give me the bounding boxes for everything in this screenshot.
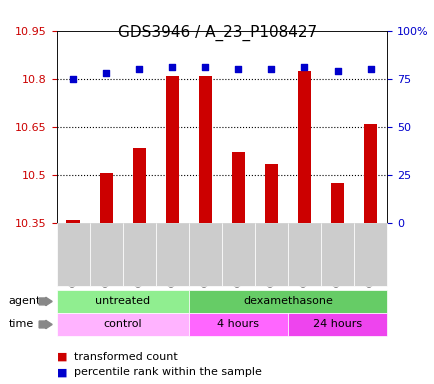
Text: ■: ■: [56, 367, 67, 377]
Point: [333, 68, 340, 74]
Text: control: control: [103, 319, 141, 329]
Bar: [363, 124, 376, 223]
Point: [69, 76, 76, 82]
Text: 4 hours: 4 hours: [217, 319, 259, 329]
Bar: [132, 147, 145, 223]
Text: untreated: untreated: [95, 296, 150, 306]
Point: [267, 66, 274, 72]
Point: [201, 64, 208, 70]
Bar: [198, 76, 211, 223]
Text: GDS3946 / A_23_P108427: GDS3946 / A_23_P108427: [118, 25, 316, 41]
Bar: [99, 173, 112, 223]
Bar: [165, 76, 178, 223]
Bar: [231, 152, 244, 223]
Text: ■: ■: [56, 352, 67, 362]
Point: [366, 66, 373, 72]
Point: [168, 64, 175, 70]
Text: time: time: [9, 319, 34, 329]
Bar: [330, 183, 343, 223]
Text: agent: agent: [9, 296, 41, 306]
Text: 24 hours: 24 hours: [312, 319, 361, 329]
Text: dexamethasone: dexamethasone: [243, 296, 332, 306]
Bar: [66, 220, 79, 223]
Point: [300, 64, 307, 70]
Text: percentile rank within the sample: percentile rank within the sample: [74, 367, 261, 377]
Bar: [264, 164, 277, 223]
Point: [135, 66, 142, 72]
Text: transformed count: transformed count: [74, 352, 178, 362]
Bar: [297, 71, 310, 223]
Point: [234, 66, 241, 72]
Point: [102, 70, 109, 76]
